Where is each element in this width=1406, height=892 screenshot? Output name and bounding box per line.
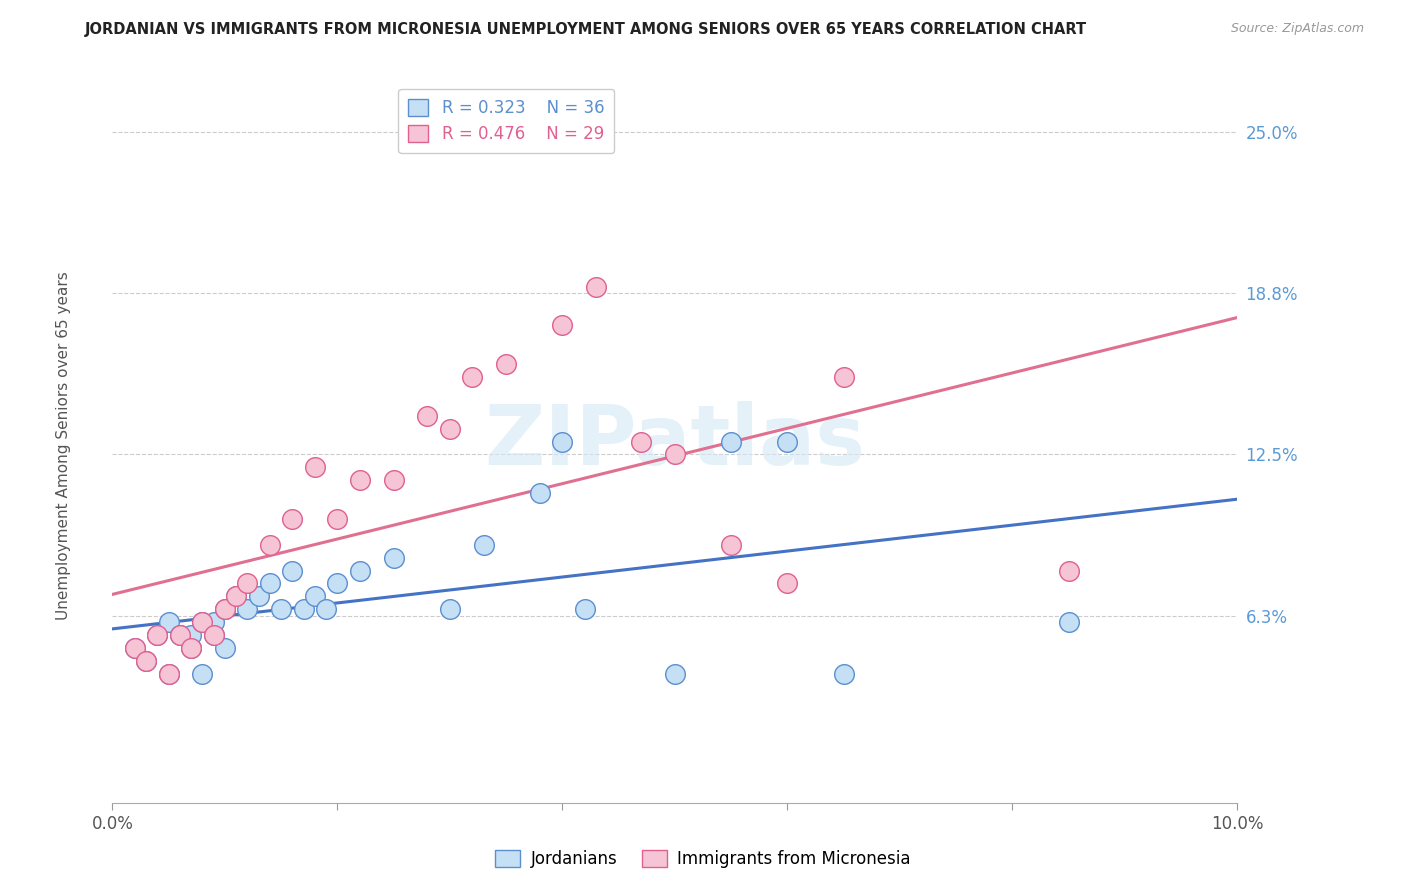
Point: [135, 654, 157, 668]
Point: [270, 602, 292, 616]
Point: [180, 640, 202, 655]
Point: [304, 590, 326, 604]
Point: [236, 576, 259, 591]
Point: [191, 615, 214, 630]
Point: [461, 370, 484, 384]
Point: [281, 564, 304, 578]
Point: [349, 473, 371, 487]
Point: [416, 409, 439, 423]
Point: [630, 434, 652, 449]
Point: [439, 602, 461, 616]
Point: [495, 357, 517, 371]
Point: [259, 576, 281, 591]
Point: [776, 434, 799, 449]
Point: [304, 460, 326, 475]
Point: [225, 590, 247, 604]
Point: [281, 512, 304, 526]
Point: [472, 538, 495, 552]
Point: [585, 279, 607, 293]
Point: [326, 512, 349, 526]
Point: [157, 666, 180, 681]
Point: [191, 615, 214, 630]
Point: [529, 486, 551, 500]
Point: [157, 615, 180, 630]
Point: [146, 628, 169, 642]
Point: [664, 666, 686, 681]
Point: [720, 538, 742, 552]
Point: [720, 434, 742, 449]
Point: [146, 628, 169, 642]
Point: [551, 434, 574, 449]
Point: [349, 564, 371, 578]
Point: [326, 576, 349, 591]
Point: [1057, 564, 1080, 578]
Text: JORDANIAN VS IMMIGRANTS FROM MICRONESIA UNEMPLOYMENT AMONG SENIORS OVER 65 YEARS: JORDANIAN VS IMMIGRANTS FROM MICRONESIA …: [84, 22, 1087, 37]
Text: Source: ZipAtlas.com: Source: ZipAtlas.com: [1230, 22, 1364, 36]
Point: [551, 318, 574, 333]
Point: [1057, 615, 1080, 630]
Point: [315, 602, 337, 616]
Point: [236, 602, 259, 616]
Point: [180, 640, 202, 655]
Point: [214, 602, 236, 616]
Point: [214, 602, 236, 616]
Point: [202, 615, 225, 630]
Point: [832, 370, 855, 384]
Point: [214, 640, 236, 655]
Text: ZIPatlas: ZIPatlas: [485, 401, 865, 482]
Point: [382, 550, 405, 565]
Point: [225, 590, 247, 604]
Point: [259, 538, 281, 552]
Point: [776, 576, 799, 591]
Point: [439, 422, 461, 436]
Point: [382, 473, 405, 487]
Point: [169, 628, 191, 642]
Text: Unemployment Among Seniors over 65 years: Unemployment Among Seniors over 65 years: [56, 272, 70, 620]
Legend: Jordanians, Immigrants from Micronesia: Jordanians, Immigrants from Micronesia: [489, 843, 917, 875]
Point: [292, 602, 315, 616]
Point: [191, 666, 214, 681]
Point: [574, 602, 596, 616]
Point: [664, 447, 686, 461]
Point: [202, 628, 225, 642]
Point: [180, 628, 202, 642]
Point: [169, 628, 191, 642]
Legend: R = 0.323    N = 36, R = 0.476    N = 29: R = 0.323 N = 36, R = 0.476 N = 29: [398, 88, 614, 153]
Point: [157, 666, 180, 681]
Point: [832, 666, 855, 681]
Point: [135, 654, 157, 668]
Point: [202, 628, 225, 642]
Point: [247, 590, 270, 604]
Point: [124, 640, 146, 655]
Point: [124, 640, 146, 655]
